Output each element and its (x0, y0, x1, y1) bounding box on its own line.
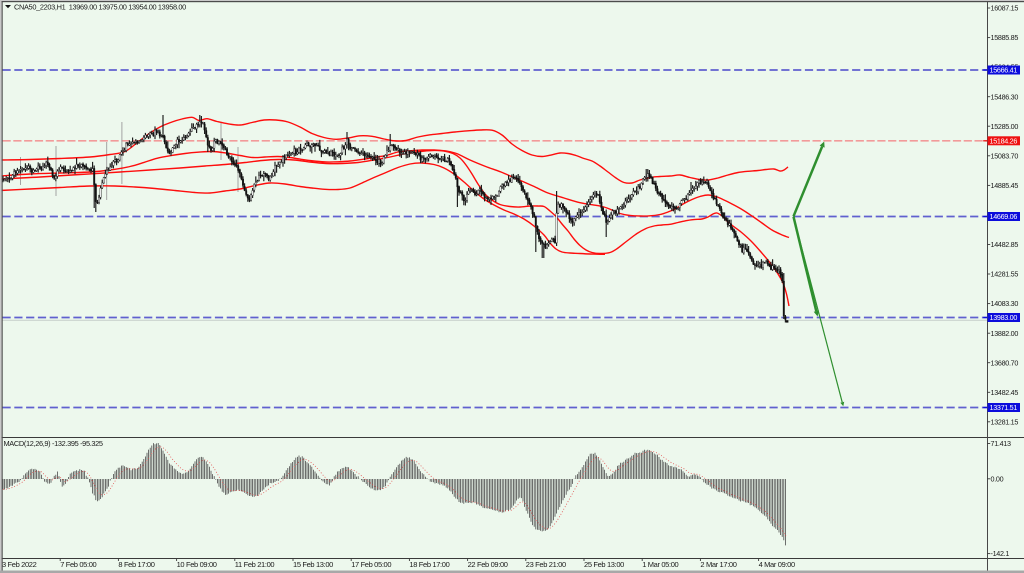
svg-text:13983.00: 13983.00 (990, 313, 1018, 322)
svg-text:17 Feb 05:00: 17 Feb 05:00 (351, 560, 391, 569)
svg-text:10 Feb 09:00: 10 Feb 09:00 (177, 560, 217, 569)
svg-text:13281.15: 13281.15 (991, 417, 1019, 426)
svg-text:CNA50_2203,H1 13969.00 13975.: CNA50_2203,H1 13969.00 13975.00 13954.00… (14, 3, 186, 12)
svg-text:25 Feb 13:00: 25 Feb 13:00 (584, 560, 624, 569)
svg-text:8 Feb 17:00: 8 Feb 17:00 (118, 560, 154, 569)
svg-text:13882.00: 13882.00 (991, 329, 1019, 338)
svg-text:13371.51: 13371.51 (990, 403, 1018, 412)
svg-text:15184.26: 15184.26 (990, 137, 1018, 146)
svg-text:15 Feb 13:00: 15 Feb 13:00 (293, 560, 333, 569)
svg-text:7 Feb 05:00: 7 Feb 05:00 (60, 560, 96, 569)
svg-text:13680.70: 13680.70 (991, 358, 1019, 367)
svg-text:1 Mar 05:00: 1 Mar 05:00 (642, 560, 678, 569)
svg-text:14083.30: 14083.30 (991, 299, 1019, 308)
svg-text:14281.55: 14281.55 (991, 270, 1019, 279)
svg-text:14885.45: 14885.45 (991, 181, 1019, 190)
svg-text:2 Mar 17:00: 2 Mar 17:00 (700, 560, 736, 569)
svg-text:13482.45: 13482.45 (991, 388, 1019, 397)
svg-text:15885.85: 15885.85 (991, 33, 1019, 42)
svg-text:0.00: 0.00 (991, 474, 1004, 483)
svg-text:15285.00: 15285.00 (991, 122, 1019, 131)
svg-text:23 Feb 21:00: 23 Feb 21:00 (526, 560, 566, 569)
svg-text:16087.15: 16087.15 (991, 4, 1019, 13)
svg-text:MACD(12,26,9) -132.395 -95.325: MACD(12,26,9) -132.395 -95.325 (4, 439, 103, 448)
svg-text:-142.1: -142.1 (991, 549, 1010, 558)
svg-text:3 Feb 2022: 3 Feb 2022 (2, 560, 37, 569)
svg-text:15666.41: 15666.41 (990, 66, 1018, 75)
svg-text:18 Feb 17:00: 18 Feb 17:00 (409, 560, 449, 569)
svg-text:11 Feb 21:00: 11 Feb 21:00 (235, 560, 275, 569)
svg-text:14669.06: 14669.06 (990, 212, 1018, 221)
svg-text:15083.70: 15083.70 (991, 151, 1019, 160)
svg-text:4 Mar 09:00: 4 Mar 09:00 (759, 560, 795, 569)
svg-text:15486.30: 15486.30 (991, 92, 1019, 101)
svg-text:71.413: 71.413 (991, 439, 1011, 448)
svg-text:14482.85: 14482.85 (991, 240, 1019, 249)
svg-text:22 Feb 09:00: 22 Feb 09:00 (468, 560, 508, 569)
